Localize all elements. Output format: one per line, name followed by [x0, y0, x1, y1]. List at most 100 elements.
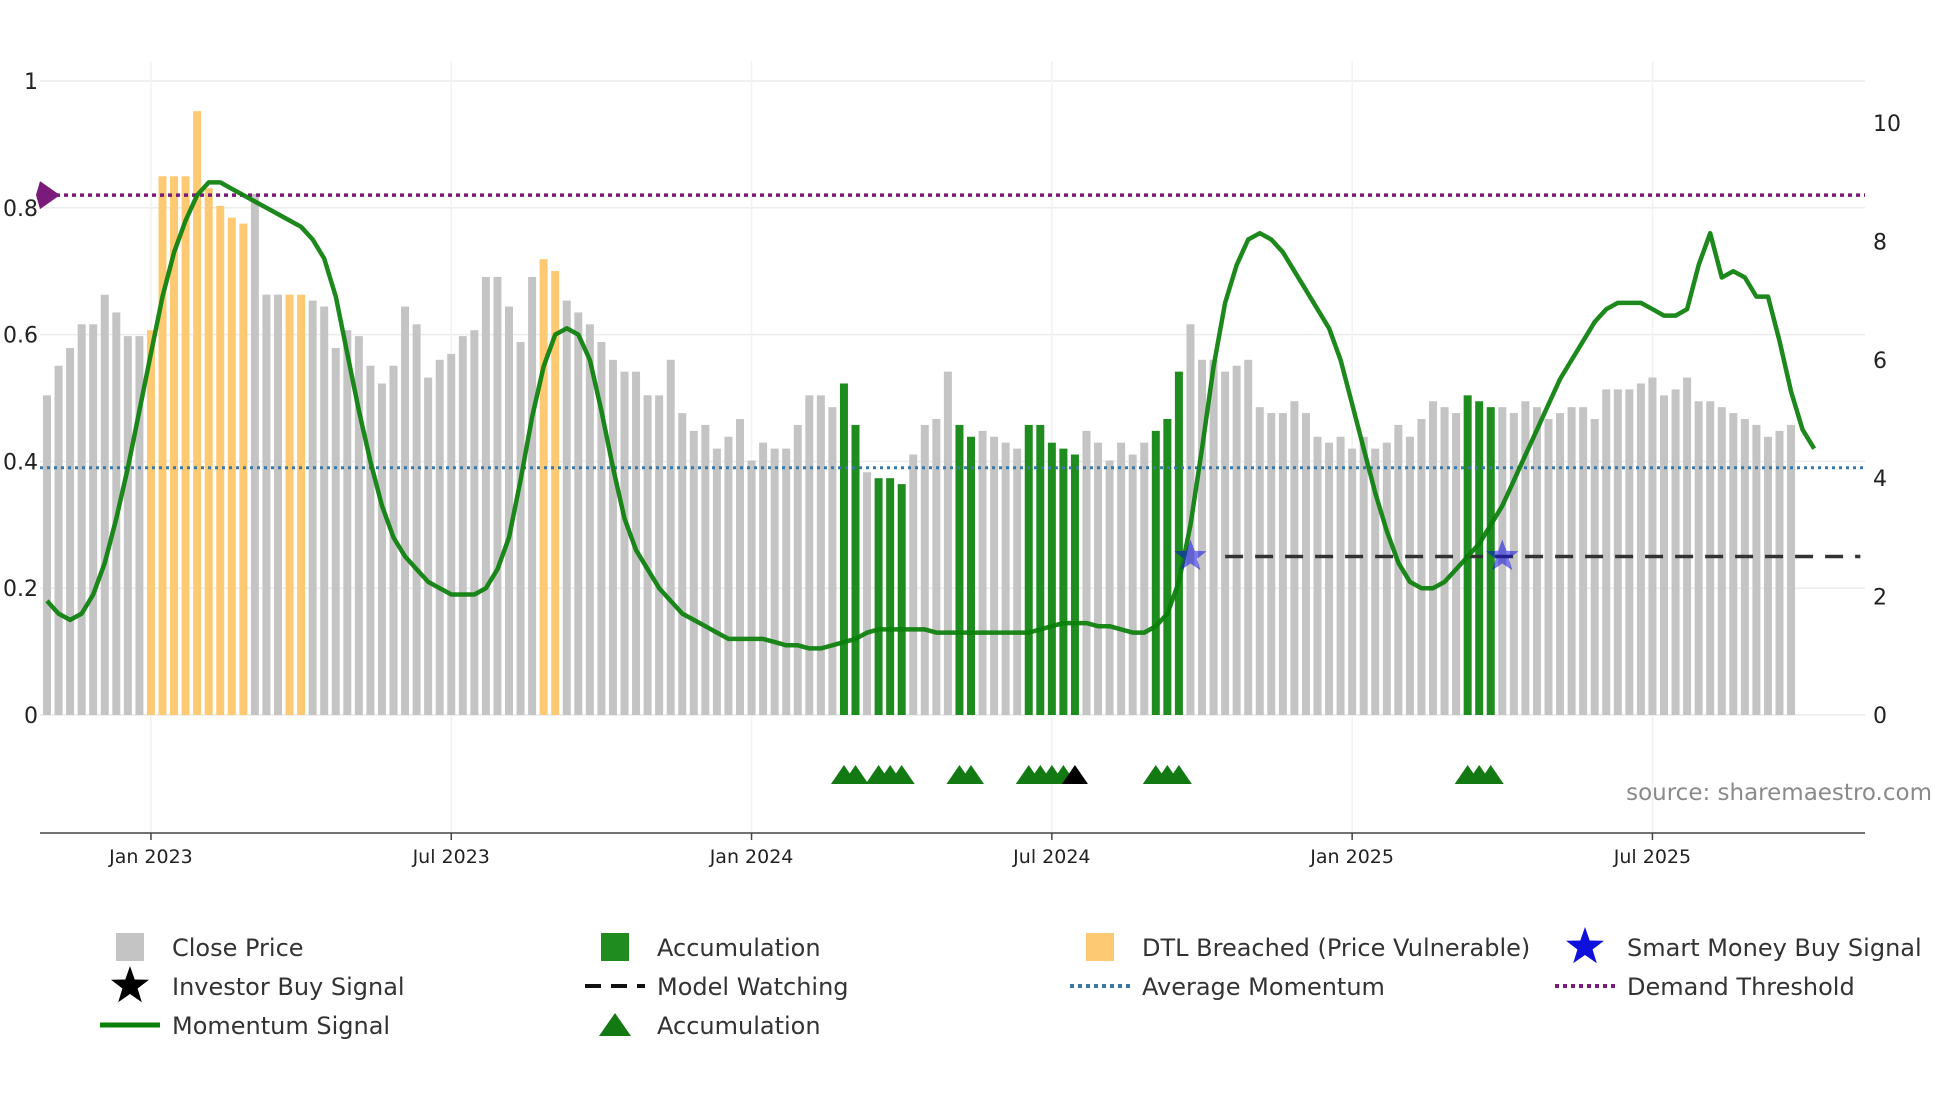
- close-price-bar: [377, 383, 386, 715]
- x-axis-date-label: Jul 2025: [1613, 846, 1691, 868]
- legend-star-investor: [111, 966, 149, 1003]
- close-price-bar: [516, 342, 525, 715]
- close-price-bar: [250, 194, 259, 716]
- close-price-bar: [1198, 359, 1206, 715]
- close-price-bar: [308, 300, 317, 715]
- close-price-bar: [1740, 419, 1749, 715]
- close-price-bar: [1429, 401, 1437, 715]
- legend-item: Average Momentum: [1070, 973, 1385, 1001]
- legend-item: Investor Buy Signal: [111, 966, 405, 1003]
- right-axis-tick-label: 4: [1873, 467, 1887, 492]
- accumulation-bar: [967, 436, 975, 715]
- close-price-bar: [1648, 377, 1657, 715]
- close-price-bar: [1255, 407, 1264, 715]
- close-price-bar: [1359, 436, 1368, 715]
- close-price-bar: [1244, 359, 1253, 715]
- close-price-bar: [1417, 419, 1426, 715]
- close-price-bar: [585, 324, 594, 715]
- reference-lines: [36, 181, 1865, 559]
- legend-item: Smart Money Buy Signal: [1566, 927, 1922, 964]
- dtl-breached-bar: [297, 294, 306, 715]
- accumulation-bar: [1036, 424, 1045, 715]
- close-price-bar: [354, 336, 363, 715]
- accumulation-bar: [839, 383, 848, 715]
- legend-item: Demand Threshold: [1555, 973, 1855, 1001]
- close-price-bar: [943, 371, 952, 715]
- close-price-bar: [1556, 413, 1565, 715]
- close-price-bar: [1013, 448, 1022, 715]
- close-price-bar: [689, 430, 698, 715]
- close-price-bar: [770, 448, 779, 715]
- demand-threshold-marker: [36, 181, 60, 210]
- legend-swatch-close-price: [116, 933, 144, 961]
- left-axis-tick-label: 0.8: [3, 197, 38, 222]
- close-price-bar: [678, 413, 687, 715]
- close-price-bar: [1671, 389, 1680, 715]
- legend-label: Accumulation: [657, 1012, 821, 1040]
- close-price-bar: [1579, 407, 1588, 715]
- close-price-bar: [493, 276, 502, 715]
- accumulation-triangle: [888, 765, 915, 784]
- close-price-bar: [1717, 407, 1726, 715]
- close-price-bar: [1636, 383, 1645, 715]
- close-price-bar: [123, 336, 132, 715]
- close-price-bar: [701, 424, 710, 715]
- close-price-bar: [712, 448, 721, 715]
- dtl-breached-bar: [204, 188, 213, 715]
- close-price-bar: [759, 442, 768, 715]
- right-axis-tick-label: 2: [1873, 586, 1887, 611]
- close-price-bar: [990, 436, 999, 715]
- close-price-bar: [1613, 389, 1622, 715]
- dtl-breached-bar: [239, 223, 248, 715]
- legend-item: Accumulation: [601, 933, 821, 962]
- accumulation-bar: [886, 478, 895, 715]
- left-axis-tick-label: 0.6: [3, 324, 38, 349]
- accumulation-bar: [1163, 419, 1172, 715]
- legend-item: Accumulation: [599, 1012, 821, 1040]
- accumulation-bar: [1059, 448, 1068, 715]
- accumulation-triangle: [1165, 765, 1192, 784]
- legend-star-smart-money: [1566, 927, 1604, 964]
- close-price-bar: [1140, 442, 1149, 715]
- close-price-bar: [736, 419, 744, 715]
- close-price-bar: [1509, 413, 1518, 715]
- close-price-bar: [1382, 442, 1391, 715]
- close-price-bar: [1267, 413, 1276, 715]
- legend-swatch-dtl: [1086, 933, 1114, 961]
- left-axis-tick-label: 0.4: [3, 450, 38, 475]
- close-price-bar: [793, 424, 802, 715]
- close-price-bar: [574, 312, 583, 715]
- close-price-bar: [1325, 442, 1334, 715]
- dtl-breached-bar: [193, 111, 202, 715]
- close-price-bar: [1763, 436, 1772, 715]
- dtl-breached-bar: [158, 176, 167, 715]
- close-price-bar: [1221, 371, 1230, 715]
- legend-triangle-accumulation: [599, 1013, 631, 1036]
- dtl-breached-bar: [216, 205, 225, 715]
- close-price-bar: [816, 395, 825, 715]
- close-price-bar: [435, 359, 444, 715]
- close-price-bar: [782, 448, 791, 715]
- close-price-bar: [920, 424, 929, 715]
- close-price-bar: [1301, 413, 1310, 715]
- accumulation-bar: [1024, 424, 1033, 715]
- close-price-bar: [1278, 413, 1287, 715]
- close-price-bar: [1117, 442, 1126, 715]
- close-price-bar: [608, 359, 617, 715]
- legend: Close Price Accumulation DTL Breached (Pri…: [100, 927, 1922, 1040]
- dtl-breached-bar: [170, 176, 179, 715]
- close-price-bar: [666, 359, 675, 715]
- close-price-bars: [43, 111, 1796, 716]
- accumulation-bar: [1151, 430, 1160, 715]
- lower-marker-panel: [830, 765, 1504, 784]
- smart-money-buy-star: [1486, 539, 1519, 571]
- close-price-bar: [1590, 419, 1599, 715]
- close-price-bar: [458, 336, 467, 715]
- close-price-bar: [932, 419, 941, 715]
- left-axis-tick-label: 0: [24, 704, 38, 729]
- right-axis-tick-label: 6: [1873, 349, 1887, 374]
- close-price-bar: [274, 294, 282, 715]
- close-price-bar: [1348, 448, 1357, 715]
- close-price-bar: [747, 460, 756, 715]
- close-price-bar: [724, 436, 733, 715]
